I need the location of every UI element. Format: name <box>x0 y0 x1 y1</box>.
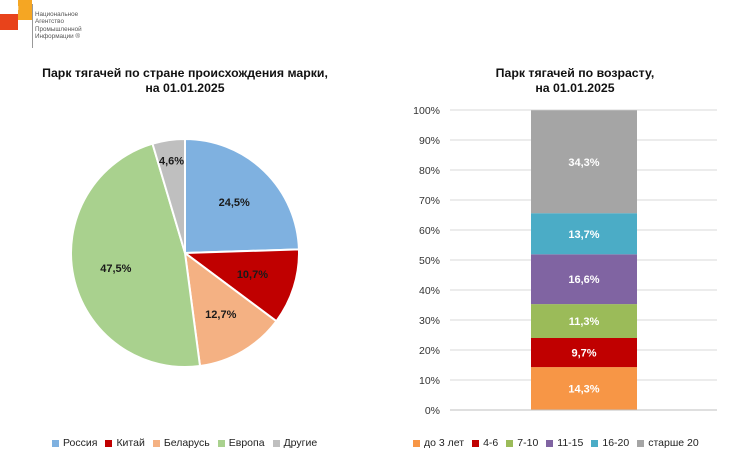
logo-line: Информации ® <box>35 33 81 41</box>
bar-legend-label: 4-6 <box>483 437 499 449</box>
pie-legend: Россия Китай Беларусь Европа Другие <box>52 437 325 449</box>
bar-legend-swatch <box>546 439 554 447</box>
bar-legend-label: 11-15 <box>557 437 584 449</box>
pie-data-label: 24,5% <box>219 197 250 209</box>
logo: НАПИ Национальное Агентство Промышленной… <box>0 0 120 52</box>
bar-segment-1 <box>531 367 637 410</box>
bar-legend-item: 11-15 <box>546 437 583 449</box>
pie-chart-title: Парк тягачей по стране происхождения мар… <box>30 66 340 96</box>
logo-line: Агентство <box>35 18 64 26</box>
logo-text: Национальное Агентство Промышленной Инфо… <box>35 11 115 41</box>
logo-line: Промышленной <box>35 25 82 33</box>
bar-legend-item: 4-6 <box>472 437 498 449</box>
y-tick-label: 60% <box>419 225 440 237</box>
pie-slice-5 <box>151 137 186 254</box>
bar-legend-swatch <box>413 439 420 447</box>
pie-legend-label: Другие <box>283 437 318 449</box>
y-tick-label: 100% <box>413 105 440 117</box>
y-tick-label: 70% <box>419 195 440 207</box>
bar-title-line: на 01.01.2025 <box>535 81 615 95</box>
bar-legend-label: 16-20 <box>602 437 630 449</box>
pie-title-line: на 01.01.2025 <box>145 81 225 95</box>
pie-legend-item: Другие <box>272 437 318 449</box>
bar-data-label: 11,3% <box>569 316 600 328</box>
pie-legend-label: Европа <box>228 437 265 449</box>
pie-legend-label: Китай <box>116 437 145 449</box>
pie-title-line: Парк тягачей по стране происхождения мар… <box>42 66 328 80</box>
bar-legend-item: 7-10 <box>506 437 538 449</box>
pie-legend-swatch <box>52 439 59 447</box>
y-tick-label: 90% <box>419 135 440 147</box>
pie-slice-2 <box>182 248 300 323</box>
bar-segment-4 <box>531 254 637 305</box>
bar-data-label: 9,7% <box>571 348 596 360</box>
pie-data-label: 10,7% <box>237 269 268 281</box>
y-tick-label: 20% <box>419 345 440 357</box>
bar-segment-6 <box>531 110 637 214</box>
bar-legend-swatch <box>506 439 514 447</box>
y-tick-label: 80% <box>419 165 440 177</box>
pie-data-label: 47,5% <box>100 263 131 275</box>
bar-legend-swatch <box>637 439 645 447</box>
pie-legend-label: Россия <box>63 437 98 449</box>
pie-slice-4 <box>70 142 202 368</box>
bar-legend-item: старше 20 <box>637 437 699 449</box>
pie-data-label: 4,6% <box>159 155 184 167</box>
bar-data-label: 34,3% <box>568 157 599 169</box>
logo-red-square <box>0 14 18 30</box>
pie-legend-swatch <box>105 439 113 447</box>
pie-legend-label: Беларусь <box>163 437 210 449</box>
pie-legend-item: Европа <box>217 437 265 449</box>
y-tick-label: 30% <box>419 315 440 327</box>
pie-legend-item: Беларусь <box>152 437 210 449</box>
bar-legend-swatch <box>591 439 599 447</box>
logo-line: Национальное <box>35 11 79 18</box>
pie-legend-swatch <box>152 439 160 447</box>
pie-slice-1 <box>184 137 300 255</box>
logo-divider <box>32 4 33 48</box>
y-tick-label: 10% <box>419 375 440 387</box>
pie-data-label: 12,7% <box>205 309 236 321</box>
bar-legend-label: старше 20 <box>648 437 699 449</box>
pie-legend-item: Китай <box>105 437 145 449</box>
y-tick-label: 40% <box>419 285 440 297</box>
bar-legend: до 3 лет 4-6 7-10 11-15 16-20 старше 20 <box>413 437 707 449</box>
bar-title-line: Парк тягачей по возрасту, <box>495 66 655 80</box>
logo-tag: НАПИ <box>4 6 19 12</box>
pie-legend-swatch <box>217 439 225 447</box>
y-tick-label: 50% <box>419 255 440 267</box>
bar-segment-3 <box>531 304 637 338</box>
bar-data-label: 14,3% <box>568 384 599 396</box>
bar-segment-5 <box>531 213 637 255</box>
bar-legend-item: 16-20 <box>591 437 629 449</box>
bar-data-label: 13,7% <box>568 229 599 241</box>
pie-legend-item: Россия <box>52 437 97 449</box>
bar-legend-swatch <box>472 439 480 447</box>
bar-segment-2 <box>531 338 637 368</box>
bar-legend-label: до 3 лет <box>424 437 465 449</box>
y-tick-label: 0% <box>425 405 440 417</box>
bar-chart-title: Парк тягачей по возрасту, на 01.01.2025 <box>445 66 705 96</box>
pie-slice-3 <box>183 250 278 368</box>
bar-legend-label: 7-10 <box>517 437 539 449</box>
logo-orange-square <box>18 0 32 20</box>
bar-legend-item: до 3 лет <box>413 437 464 449</box>
pie-legend-swatch <box>272 439 280 447</box>
bar-data-label: 16,6% <box>568 274 599 286</box>
